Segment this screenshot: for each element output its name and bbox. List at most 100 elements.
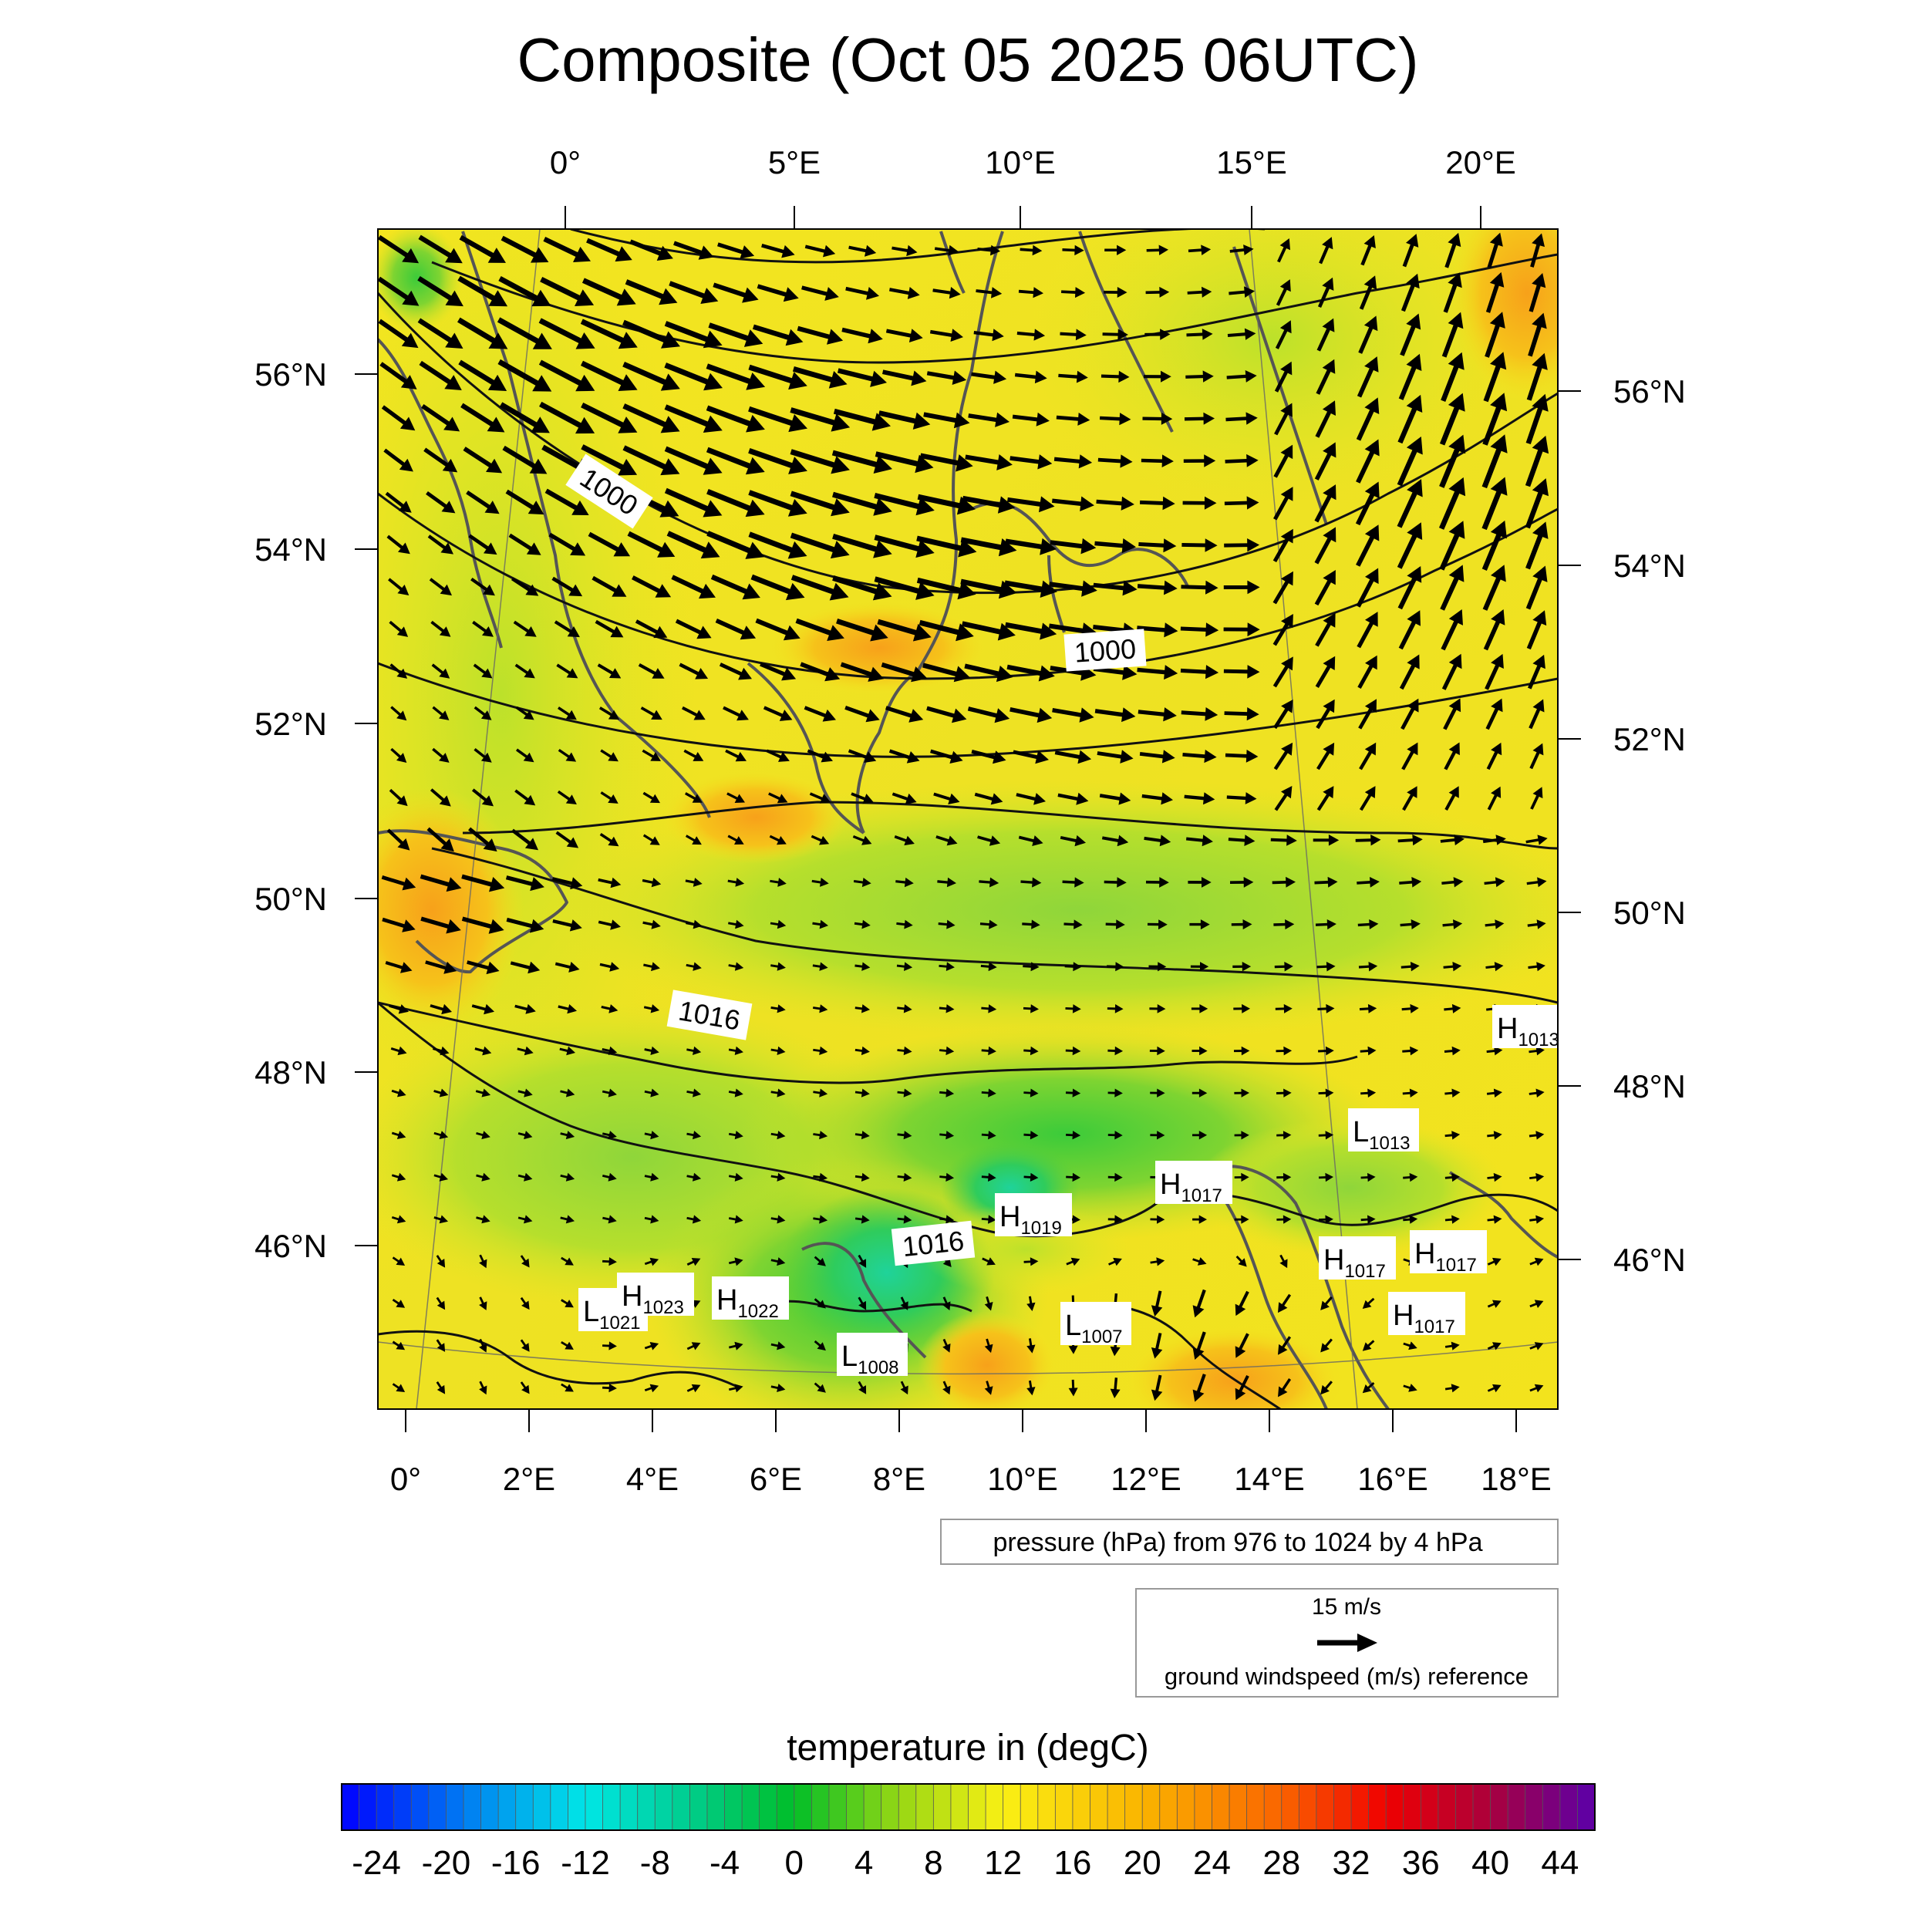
colorbar-swatch [707,1784,725,1830]
colorbar-swatch [986,1784,1003,1830]
colorbar-swatch [1333,1784,1351,1830]
colorbar-swatch [1247,1784,1265,1830]
temperature-colorbar [342,1784,1596,1830]
colorbar-swatch [498,1784,516,1830]
colorbar-swatch [655,1784,672,1830]
colorbar-tick-label: -8 [640,1844,670,1882]
colorbar-swatch [689,1784,707,1830]
colorbar-swatch [1299,1784,1316,1830]
bottom-lon-label-14e: 14°E [1234,1461,1305,1497]
colorbar-swatch [1195,1784,1212,1830]
colorbar-swatch [603,1784,621,1830]
colorbar-tick-label: 32 [1333,1844,1370,1882]
colorbar-tick-label: -12 [561,1844,610,1882]
colorbar-swatch [742,1784,760,1830]
colorbar-tick-label: 20 [1124,1844,1161,1882]
bottom-lon-label-10e: 10°E [987,1461,1058,1497]
colorbar-swatch [585,1784,603,1830]
bottom-lon-label-16e: 16°E [1357,1461,1428,1497]
top-lon-label-10e: 10°E [985,144,1056,180]
right-lat-label-48n: 48°N [1613,1068,1686,1104]
bottom-lon-label-0: 0° [390,1461,421,1497]
colorbar-swatch [1473,1784,1491,1830]
left-lat-label-54n: 54°N [254,531,327,568]
colorbar-swatch [359,1784,377,1830]
colorbar-swatch [1351,1784,1369,1830]
colorbar-swatch [429,1784,447,1830]
colorbar-swatch [760,1784,777,1830]
colorbar-swatch [725,1784,743,1830]
left-lat-label-52n: 52°N [254,706,327,742]
bottom-lon-label-2e: 2°E [503,1461,555,1497]
colorbar-swatch [376,1784,394,1830]
colorbar-tick-label: 8 [924,1844,942,1882]
colorbar-swatch [1229,1784,1247,1830]
colorbar-swatch [1142,1784,1160,1830]
colorbar-tick-label: 40 [1471,1844,1509,1882]
colorbar-swatch [620,1784,638,1830]
colorbar-swatch [1107,1784,1125,1830]
colorbar-tick-label: 4 [854,1844,873,1882]
colorbar-swatch [1386,1784,1404,1830]
left-latitude-axis [355,374,378,1246]
top-lon-label-5e: 5°E [768,144,821,180]
colorbar-swatch [1508,1784,1525,1830]
bottom-lon-label-6e: 6°E [750,1461,802,1497]
top-lon-label-20e: 20°E [1445,144,1516,180]
pressure-note: pressure (hPa) from 976 to 1024 by 4 hPa [993,1528,1482,1557]
colorbar-tick-label: 0 [785,1844,804,1882]
colorbar-swatch [533,1784,551,1830]
colorbar-swatch [463,1784,481,1830]
map-area: 1000 1000 1016 1016 H1013 L10 [301,154,1620,1435]
top-lon-label-15e: 15°E [1216,144,1287,180]
colorbar-swatch [864,1784,881,1830]
colorbar-title: temperature in (degC) [787,1728,1149,1768]
figure-title: Composite (Oct 05 2025 06UTC) [517,25,1418,94]
colorbar-swatch [811,1784,829,1830]
colorbar-swatch [672,1784,690,1830]
bottom-longitude-axis [406,1409,1516,1432]
right-lat-label-54n: 54°N [1613,548,1686,584]
colorbar-tick-label: -16 [491,1844,541,1882]
colorbar-swatch [1560,1784,1578,1830]
isobar-label-1016-south: 1016 [901,1225,966,1263]
colorbar-tick-label: 16 [1053,1844,1091,1882]
colorbar-tick-label: 36 [1402,1844,1440,1882]
colorbar-swatch [1212,1784,1229,1830]
left-lat-label-56n: 56°N [254,356,327,393]
colorbar-swatch [446,1784,463,1830]
colorbar-swatch [881,1784,899,1830]
colorbar-swatch [1491,1784,1508,1830]
colorbar-swatch [342,1784,359,1830]
colorbar-swatch [1003,1784,1021,1830]
colorbar-swatch [794,1784,812,1830]
colorbar-swatch [1160,1784,1178,1830]
bottom-lon-label-18e: 18°E [1481,1461,1552,1497]
wind-reference-speed: 15 m/s [1312,1594,1381,1620]
colorbar-tick-label: -20 [422,1844,471,1882]
colorbar-swatch [969,1784,986,1830]
colorbar-swatch [1438,1784,1456,1830]
colorbar-swatch [1421,1784,1438,1830]
colorbar-tick-label: -24 [352,1844,401,1882]
top-lon-label-0: 0° [550,144,581,180]
colorbar-tick-label: 12 [984,1844,1022,1882]
colorbar-swatch [1264,1784,1282,1830]
left-lat-label-48n: 48°N [254,1054,327,1091]
colorbar-swatch [568,1784,585,1830]
colorbar-swatch [516,1784,534,1830]
colorbar-swatch [898,1784,916,1830]
colorbar-tick-label: -4 [710,1844,740,1882]
right-lat-label-52n: 52°N [1613,721,1686,757]
colorbar-swatch [551,1784,568,1830]
colorbar-swatch [1404,1784,1421,1830]
colorbar-swatch [1525,1784,1543,1830]
wind-reference-caption: ground windspeed (m/s) reference [1165,1663,1529,1690]
colorbar-swatch [1282,1784,1299,1830]
colorbar-tick-label: 24 [1193,1844,1231,1882]
right-lat-label-50n: 50°N [1613,895,1686,931]
colorbar-tick-label: 28 [1262,1844,1300,1882]
colorbar-swatch [638,1784,656,1830]
colorbar-swatch [1073,1784,1090,1830]
